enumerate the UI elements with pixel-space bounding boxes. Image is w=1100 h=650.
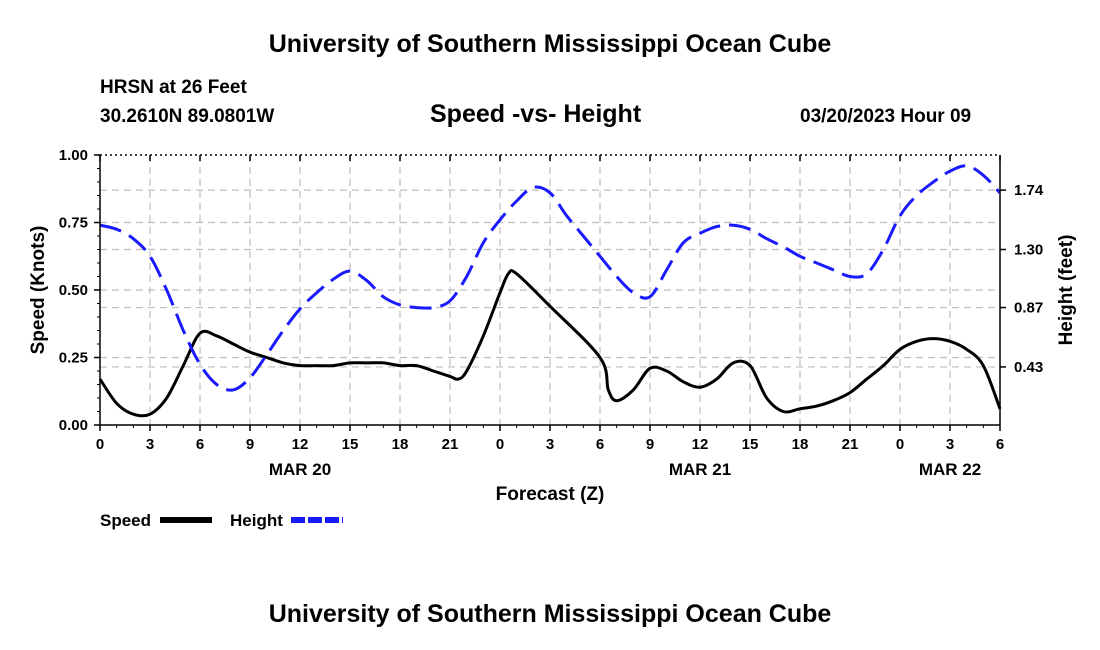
x-tick-label: 0 [96, 436, 104, 453]
y-tick-label: 1.00 [59, 147, 88, 164]
x-tick-label: 15 [742, 436, 759, 453]
x-tick-label: 18 [392, 436, 409, 453]
x-tick-label: 12 [292, 436, 309, 453]
y2-tick-label: 1.74 [1014, 182, 1044, 199]
y2-axis-title: Height (feet) [1056, 235, 1077, 346]
coordinates-label: 30.2610N 89.0801W [100, 106, 275, 127]
x-tick-label: 0 [496, 436, 504, 453]
x-tick-label: 18 [792, 436, 809, 453]
x-tick-label: 6 [996, 436, 1004, 453]
page-title: University of Southern Mississippi Ocean… [268, 30, 832, 58]
y2-tick-label: 0.43 [1014, 359, 1043, 376]
legend: Speed Height [100, 511, 343, 530]
speed-height-chart: 0 3 6 9 12 15 18 21 0 3 6 9 12 15 18 21 0 3 6 MAR 20 MAR 21 M… [28, 147, 1077, 530]
y2-tick-label: 1.30 [1014, 242, 1043, 259]
y-tick-label: 0.75 [59, 215, 88, 232]
forecast-datetime: 03/20/2023 Hour 09 [800, 106, 972, 127]
x-tick-label: 3 [146, 436, 154, 453]
footer-title: University of Southern Mississippi Ocean… [268, 600, 832, 628]
legend-label-height: Height [230, 511, 283, 530]
axis-layer: 0 3 6 9 12 15 18 21 0 3 6 9 12 15 18 21 0 3 6 MAR 20 MAR 21 M… [28, 147, 1077, 505]
x-tick-label: 9 [646, 436, 654, 453]
x-tick-label: 6 [196, 436, 204, 453]
x-tick-label: 0 [896, 436, 904, 453]
y-axis-title: Speed (Knots) [28, 226, 49, 355]
x-axis-title: Forecast (Z) [496, 484, 605, 505]
chart-subtitle: Speed -vs- Height [430, 100, 642, 128]
x-tick-label: 15 [342, 436, 359, 453]
station-label: HRSN at 26 Feet [100, 77, 247, 98]
x-tick-label: 21 [842, 436, 859, 453]
grid-layer [100, 155, 1000, 425]
series-height-line [99, 164, 1002, 392]
y-tick-label: 0.00 [59, 417, 88, 434]
date-label: MAR 21 [669, 460, 731, 479]
series-speed-line [98, 269, 1002, 418]
y-tick-label: 0.25 [59, 350, 88, 367]
x-tick-label: 3 [946, 436, 954, 453]
series-layer [98, 164, 1002, 418]
legend-label-speed: Speed [100, 511, 151, 530]
date-label: MAR 20 [269, 460, 331, 479]
x-tick-label: 9 [246, 436, 254, 453]
y2-tick-label: 0.87 [1014, 300, 1043, 317]
x-tick-label: 12 [692, 436, 709, 453]
x-tick-label: 6 [596, 436, 604, 453]
date-label: MAR 22 [919, 460, 981, 479]
x-tick-label: 21 [442, 436, 459, 453]
x-tick-label: 3 [546, 436, 554, 453]
y-tick-label: 0.50 [59, 282, 88, 299]
